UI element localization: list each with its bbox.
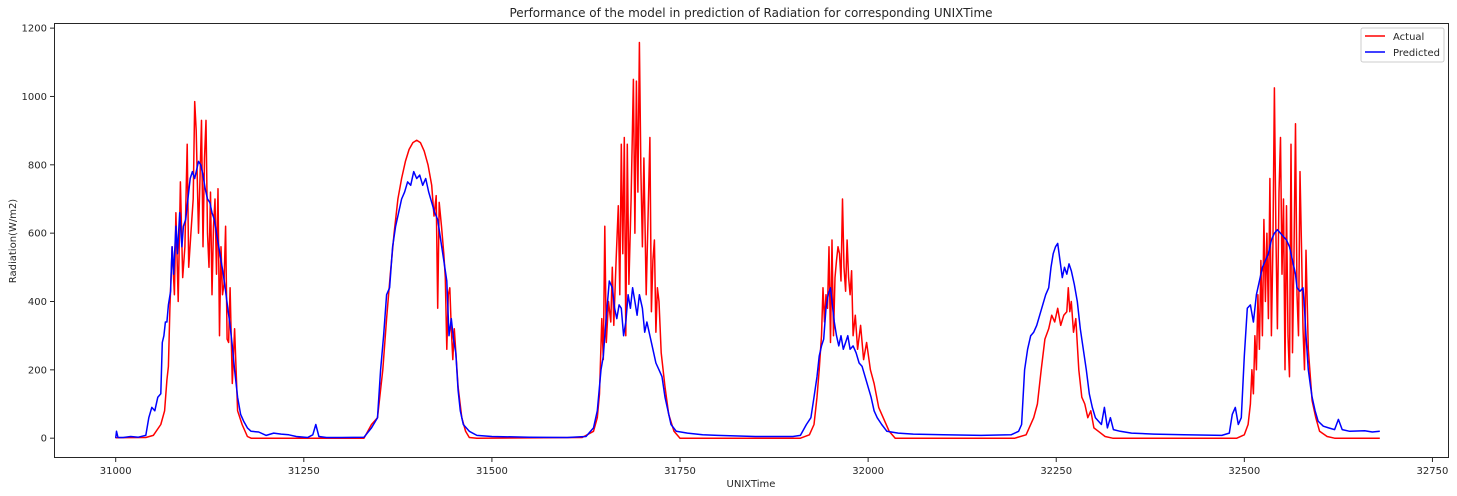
series-layer xyxy=(114,41,1380,439)
series-line-actual xyxy=(115,41,1380,439)
x-tick-label: 31000 xyxy=(100,466,132,477)
x-tick-label: 32000 xyxy=(852,466,884,477)
legend-predicted-label: Predicted xyxy=(1393,48,1440,59)
y-tick-label: 0 xyxy=(41,434,47,445)
y-tick-label: 1000 xyxy=(22,92,47,103)
y-tick-label: 400 xyxy=(28,297,47,308)
plot-area xyxy=(54,23,1449,458)
x-tick-label: 31250 xyxy=(288,466,320,477)
x-tick-label: 32500 xyxy=(1228,466,1260,477)
y-tick-label: 1200 xyxy=(22,24,47,35)
x-axis-label: UNIXTime xyxy=(727,479,776,490)
axes-frame xyxy=(54,23,1449,458)
series-line-predicted xyxy=(114,160,1380,439)
x-axis: 31000 31250 31500 31750 32000 32250 32500 32750 xyxy=(100,458,1449,477)
x-tick-label: 31750 xyxy=(664,466,696,477)
y-tick-label: 600 xyxy=(28,229,47,240)
legend-actual-label: Actual xyxy=(1393,32,1424,43)
y-tick-label: 200 xyxy=(28,365,47,376)
x-tick-label: 32750 xyxy=(1417,466,1449,477)
y-axis: 0 200 400 600 800 1000 1200 xyxy=(22,24,54,445)
x-tick-label: 32250 xyxy=(1040,466,1072,477)
y-tick-label: 800 xyxy=(28,160,47,171)
x-tick-label: 31500 xyxy=(476,466,508,477)
legend: Actual Predicted xyxy=(1360,27,1445,63)
y-axis-label: Radiation(W/m2) xyxy=(8,199,19,284)
plot-background xyxy=(54,23,1449,458)
chart-title: Performance of the model in prediction o… xyxy=(509,6,992,20)
